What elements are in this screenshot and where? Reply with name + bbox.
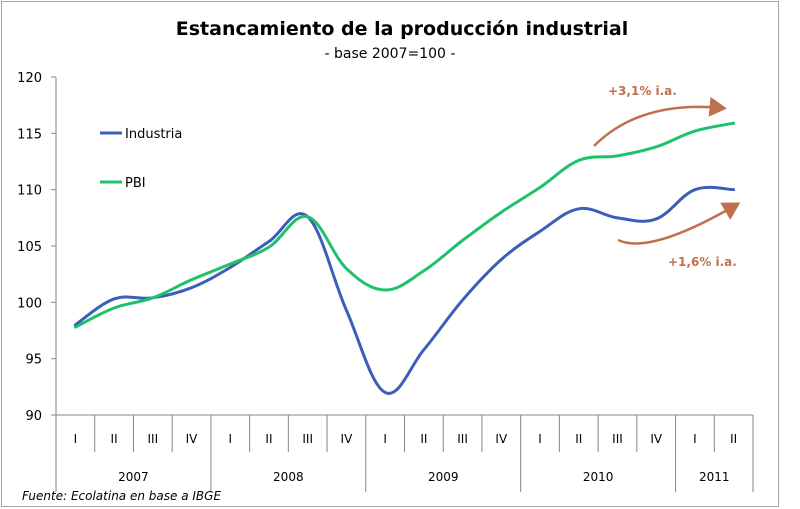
year-label: 2007 [118,470,149,484]
x-tick-label: IV [495,432,508,446]
series-line-pbi [73,121,736,329]
x-tick-label: II [265,432,272,446]
y-tick-label: 90 [25,409,42,424]
chart-subtitle: - base 2007=100 - [325,46,456,62]
x-tick-label: I [383,432,387,446]
x-tick-label: III [612,432,623,446]
x-tick-label: I [693,432,697,446]
year-label: 2010 [583,470,614,484]
y-tick-label: 100 [17,296,42,311]
y-tick-label: 120 [17,71,42,86]
y-tick-label: 110 [17,184,42,199]
annotation-pbi-label: +3,1% i.a. [608,84,677,98]
x-tick-label: I [74,432,78,446]
x-tick-label: I [228,432,232,446]
y-tick-label: 115 [17,127,42,142]
x-tick-label: IV [650,432,663,446]
annotation-pbi-arrow [593,96,727,147]
legend: Industria PBI [100,127,182,191]
legend-label-pbi: PBI [125,176,146,191]
year-label: 2009 [428,470,459,484]
y-tick-label: 95 [25,353,42,368]
chart-title: Estancamiento de la producción industria… [176,18,628,40]
year-label: 2008 [273,470,304,484]
source-note: Fuente: Ecolatina en base a IBGE [22,489,221,503]
annotation-industria-label: +1,6% i.a. [668,255,737,269]
year-label: 2011 [699,470,730,484]
x-tick-label: II [575,432,582,446]
series-layer [73,121,736,395]
x-tick-label: II [730,432,737,446]
annotation-pbi: +3,1% i.a. [593,84,727,147]
x-tick-label: III [457,432,468,446]
x-tick-label: I [538,432,542,446]
y-tick-label: 105 [17,240,42,255]
x-tick-label: IV [186,432,199,446]
chart-frame [1,1,779,507]
x-tick-label: II [420,432,427,446]
x-tick-label: II [111,432,118,446]
annotation-industria: +1,6% i.a. [617,202,741,269]
x-tick-label: III [302,432,313,446]
x-tick-label: III [147,432,158,446]
legend-label-industria: Industria [125,127,182,142]
x-tick-label: IV [341,432,354,446]
annotation-industria-arrow [617,202,741,245]
